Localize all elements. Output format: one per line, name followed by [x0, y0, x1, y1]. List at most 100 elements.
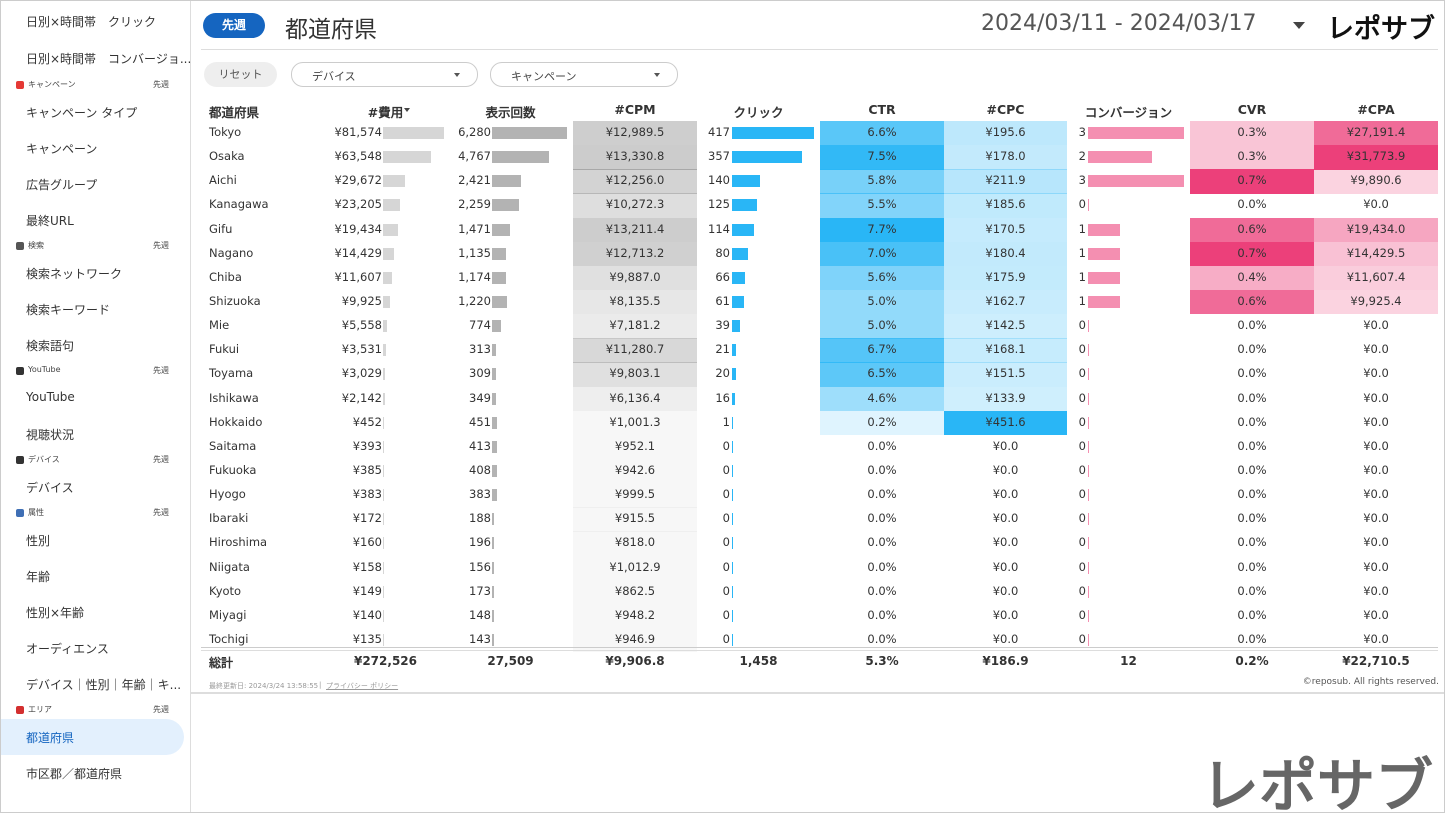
cell-value: 0.0%	[1237, 414, 1267, 429]
bar	[492, 247, 506, 260]
cell-value: 1	[722, 414, 730, 429]
column-header[interactable]: #CPC	[986, 102, 1025, 117]
heat-cell	[820, 410, 944, 436]
sidebar-item[interactable]: 市区郡／都道府県	[26, 767, 123, 781]
row-label: Gifu	[209, 221, 233, 236]
column-header[interactable]: コンバージョン	[1084, 105, 1173, 120]
cell-value: 383	[469, 487, 491, 502]
cell-value: ¥0.0	[992, 438, 1019, 453]
bar	[1088, 513, 1089, 526]
column-header[interactable]: 表示回数	[485, 105, 536, 120]
cell-value: 80	[715, 245, 730, 260]
heat-cell	[820, 193, 944, 218]
heat-cell	[820, 314, 944, 339]
sidebar-item[interactable]: 検索語句	[26, 339, 75, 353]
cell-value: 2	[1078, 149, 1086, 164]
cell-value: 7.0%	[867, 245, 897, 260]
cell-value: ¥170.5	[985, 221, 1026, 236]
row-label: Niigata	[209, 559, 250, 574]
column-header[interactable]: CTR	[868, 102, 896, 117]
heat-cell	[1314, 217, 1438, 242]
row-label: Ibaraki	[209, 511, 249, 526]
bar	[492, 489, 497, 502]
bar	[383, 199, 401, 212]
cell-value: 0	[1078, 342, 1086, 357]
sidebar-item[interactable]: 都道府県	[26, 731, 75, 745]
active-bg	[1, 719, 184, 755]
sidebar-item[interactable]: 視聴状況	[26, 428, 75, 442]
cell-value: ¥12,989.5	[605, 125, 665, 139]
bar	[1088, 151, 1152, 164]
cell-value: 0.0%	[867, 583, 897, 598]
bar	[492, 127, 567, 139]
bar	[492, 175, 521, 188]
cell-value: 173	[469, 583, 491, 598]
cell-value: 6.5%	[867, 366, 897, 381]
sidebar-item[interactable]: キャンペーン タイプ	[26, 106, 138, 120]
reset-button[interactable]: リセット	[204, 62, 277, 87]
row-label: Tokyo	[209, 125, 242, 139]
heat-cell	[820, 386, 944, 411]
total-value: 5.3%	[865, 654, 899, 668]
cell-value: 0	[722, 462, 730, 477]
cell-value: 2,259	[458, 197, 491, 212]
cell-value: 143	[469, 631, 491, 646]
cell-value: ¥0.0	[992, 511, 1019, 526]
sidebar-item[interactable]: 日別×時間帯 コンバージョ...	[26, 52, 192, 66]
column-header[interactable]: クリック	[733, 105, 784, 120]
cell-value: 313	[469, 342, 491, 357]
column-header[interactable]: #CPA	[1357, 102, 1395, 117]
sidebar-item[interactable]: YouTube	[26, 390, 75, 404]
cell-value: 21	[715, 342, 730, 357]
sidebar-item[interactable]: 性別	[26, 534, 51, 548]
cell-value: 0	[1078, 366, 1086, 381]
bar	[383, 223, 398, 236]
sidebar-item[interactable]: 広告グループ	[26, 178, 98, 192]
bar	[1088, 392, 1089, 405]
cell-value: ¥946.9	[614, 631, 656, 646]
section-title: YouTube	[28, 365, 61, 374]
sidebar-item[interactable]: 年齢	[26, 570, 51, 584]
sidebar-item[interactable]: キャンペーン	[26, 142, 98, 156]
sort-caret	[404, 108, 410, 112]
row-label: Tochigi	[209, 631, 249, 646]
cell-value: 1	[1078, 269, 1086, 284]
cell-value: 0.0%	[867, 631, 897, 646]
sidebar-item[interactable]: デバイス	[26, 481, 74, 495]
cell-value: ¥0.0	[1363, 390, 1389, 405]
heat-cell	[573, 289, 697, 315]
date-range[interactable]: 2024/03/11 - 2024/03/17	[981, 11, 1257, 36]
heat-cell	[944, 241, 1067, 267]
bar	[732, 416, 733, 429]
cell-value: ¥0.0	[1363, 631, 1389, 646]
column-header[interactable]: 都道府県	[209, 105, 260, 120]
bar	[383, 127, 444, 139]
column-header[interactable]: #CPM	[614, 102, 656, 117]
cell-value: 156	[469, 559, 491, 574]
sidebar-item[interactable]: オーディエンス	[26, 642, 109, 656]
dropdown[interactable]: キャンペーン	[490, 62, 678, 87]
cell-value: 7.5%	[867, 149, 897, 164]
sidebar-item[interactable]: 検索ネットワーク	[26, 267, 123, 281]
sidebar-item[interactable]: 日別×時間帯 クリック	[26, 15, 157, 29]
cell-value: ¥23,205	[334, 197, 382, 212]
cell-value: 0	[1078, 318, 1086, 333]
cell-value: ¥915.5	[614, 511, 656, 526]
row-label: Toyama	[209, 366, 254, 381]
bar	[492, 537, 495, 550]
cell-value: 0.0%	[867, 535, 897, 550]
bar	[383, 368, 386, 381]
column-header[interactable]: #費用	[367, 105, 404, 120]
privacy-link[interactable]: プライバシー ポリシー	[326, 682, 399, 690]
bar	[383, 489, 384, 502]
sidebar-item[interactable]: 検索キーワード	[26, 303, 111, 317]
heat-cell	[820, 362, 944, 387]
sidebar-item[interactable]: デバイス｜性別｜年齢｜キ...	[26, 678, 182, 692]
period-badge[interactable]: 先週	[203, 13, 265, 38]
sidebar-item[interactable]: 性別×年齢	[26, 606, 85, 620]
cell-value: ¥0.0	[1363, 511, 1389, 526]
dropdown[interactable]: デバイス	[291, 62, 478, 87]
column-header[interactable]: CVR	[1237, 102, 1267, 117]
sidebar-item[interactable]: 最終URL	[26, 214, 74, 228]
heat-cell	[573, 193, 697, 218]
